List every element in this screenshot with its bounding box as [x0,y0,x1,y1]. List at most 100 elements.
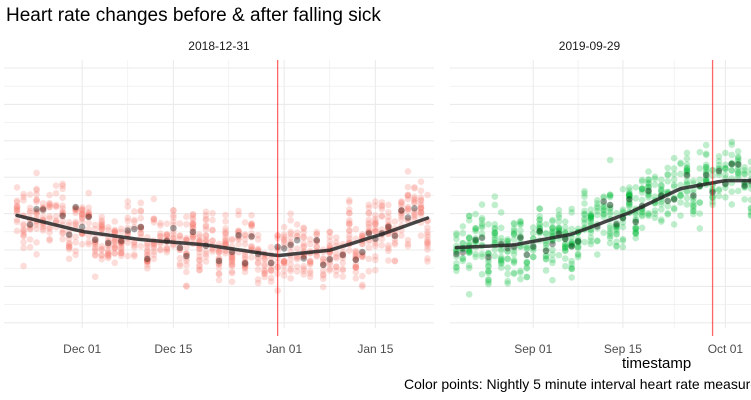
heart-rate-point [491,246,499,253]
heart-rate-point [696,199,704,206]
heart-rate-point [254,253,262,261]
heart-rate-point [587,210,595,218]
heart-rate-point [287,230,294,238]
nightly-mean-point [398,207,405,214]
heart-rate-point [645,194,652,201]
heart-rate-point [593,211,601,219]
heart-rate-point [593,237,601,244]
heart-rate-point [568,257,575,265]
heart-rate-point [728,188,736,195]
heart-rate-point [332,272,340,279]
heart-rate-point [747,166,751,174]
heart-rate-point [561,218,569,225]
heart-rate-point [346,247,353,254]
heart-rate-point [536,225,543,232]
heart-rate-point [670,183,678,190]
heart-rate-point [722,161,729,169]
heart-rate-point [352,274,360,282]
heart-rate-point [465,248,473,255]
heart-rate-point [645,191,652,199]
heart-rate-point [346,232,353,239]
heart-rate-point [424,231,431,238]
heart-rate-point [728,201,736,208]
heart-rate-point [417,187,425,195]
heart-rate-point [150,215,158,223]
heart-rate-point [222,240,229,248]
heart-rate-point [339,251,347,258]
heart-rate-point [241,232,249,239]
heart-rate-point [378,199,386,206]
heart-rate-point [638,211,646,219]
heart-rate-point [137,242,145,250]
heart-rate-point [510,220,518,228]
heart-rate-point [91,238,99,246]
heart-rate-point [150,215,158,223]
heart-rate-point [183,283,190,290]
heart-rate-point [600,211,608,218]
heart-rate-point [398,210,405,218]
heart-rate-point [485,263,492,270]
heart-rate-point [319,272,327,279]
heart-rate-point [163,220,171,227]
heart-rate-point [306,260,314,268]
heart-rate-point [72,209,79,217]
heart-rate-point [365,221,373,228]
heart-rate-point [626,199,633,206]
heart-rate-point [517,275,524,283]
heart-rate-point [313,243,321,251]
heart-rate-point [111,244,119,251]
heart-rate-point [404,240,412,248]
heart-rate-point [131,242,138,249]
heart-rate-point [33,186,40,194]
heart-rate-point [352,247,360,255]
heart-rate-point [287,238,294,246]
heart-rate-point [459,255,467,263]
heart-rate-point [632,218,640,226]
heart-rate-point [593,237,601,245]
heart-rate-point [497,256,505,264]
heart-rate-point [215,256,223,264]
heart-rate-point [741,171,748,178]
heart-rate-point [683,164,691,172]
heart-rate-point [715,157,723,165]
heart-rate-point [157,222,164,229]
heart-rate-point [189,225,197,232]
heart-rate-point [352,255,360,262]
heart-rate-point [510,269,518,277]
heart-rate-point [398,198,405,205]
heart-rate-point [189,233,197,241]
heart-rate-point [555,251,563,259]
heart-rate-point [472,210,479,218]
heart-rate-point [485,269,492,277]
heart-rate-point [144,247,151,254]
heart-rate-point [85,208,92,216]
heart-rate-point [491,224,499,232]
heart-rate-point [734,171,742,178]
nightly-mean-point [600,198,608,205]
heart-rate-point [613,230,620,238]
heart-rate-point [144,258,151,265]
heart-rate-point [536,228,543,236]
heart-rate-point [300,265,307,273]
heart-rate-point [163,231,171,239]
heart-rate-point [510,258,518,265]
nightly-mean-point [529,243,537,250]
heart-rate-point [131,223,138,231]
heart-rate-point [638,208,646,215]
heart-rate-point [485,221,492,228]
heart-rate-point [144,256,151,263]
heart-rate-point [59,182,66,190]
heart-rate-point [683,167,691,174]
heart-rate-point [365,216,373,224]
heart-rate-point [209,209,216,217]
heart-rate-point [306,235,314,243]
heart-rate-point [619,223,627,231]
nightly-mean-point [183,252,190,260]
heart-rate-point [85,240,92,248]
heart-rate-point [65,240,73,248]
heart-rate-point [202,232,210,239]
heart-rate-point [465,262,473,269]
heart-rate-point [65,219,73,226]
heart-rate-point [385,201,392,209]
heart-rate-point [13,227,21,235]
